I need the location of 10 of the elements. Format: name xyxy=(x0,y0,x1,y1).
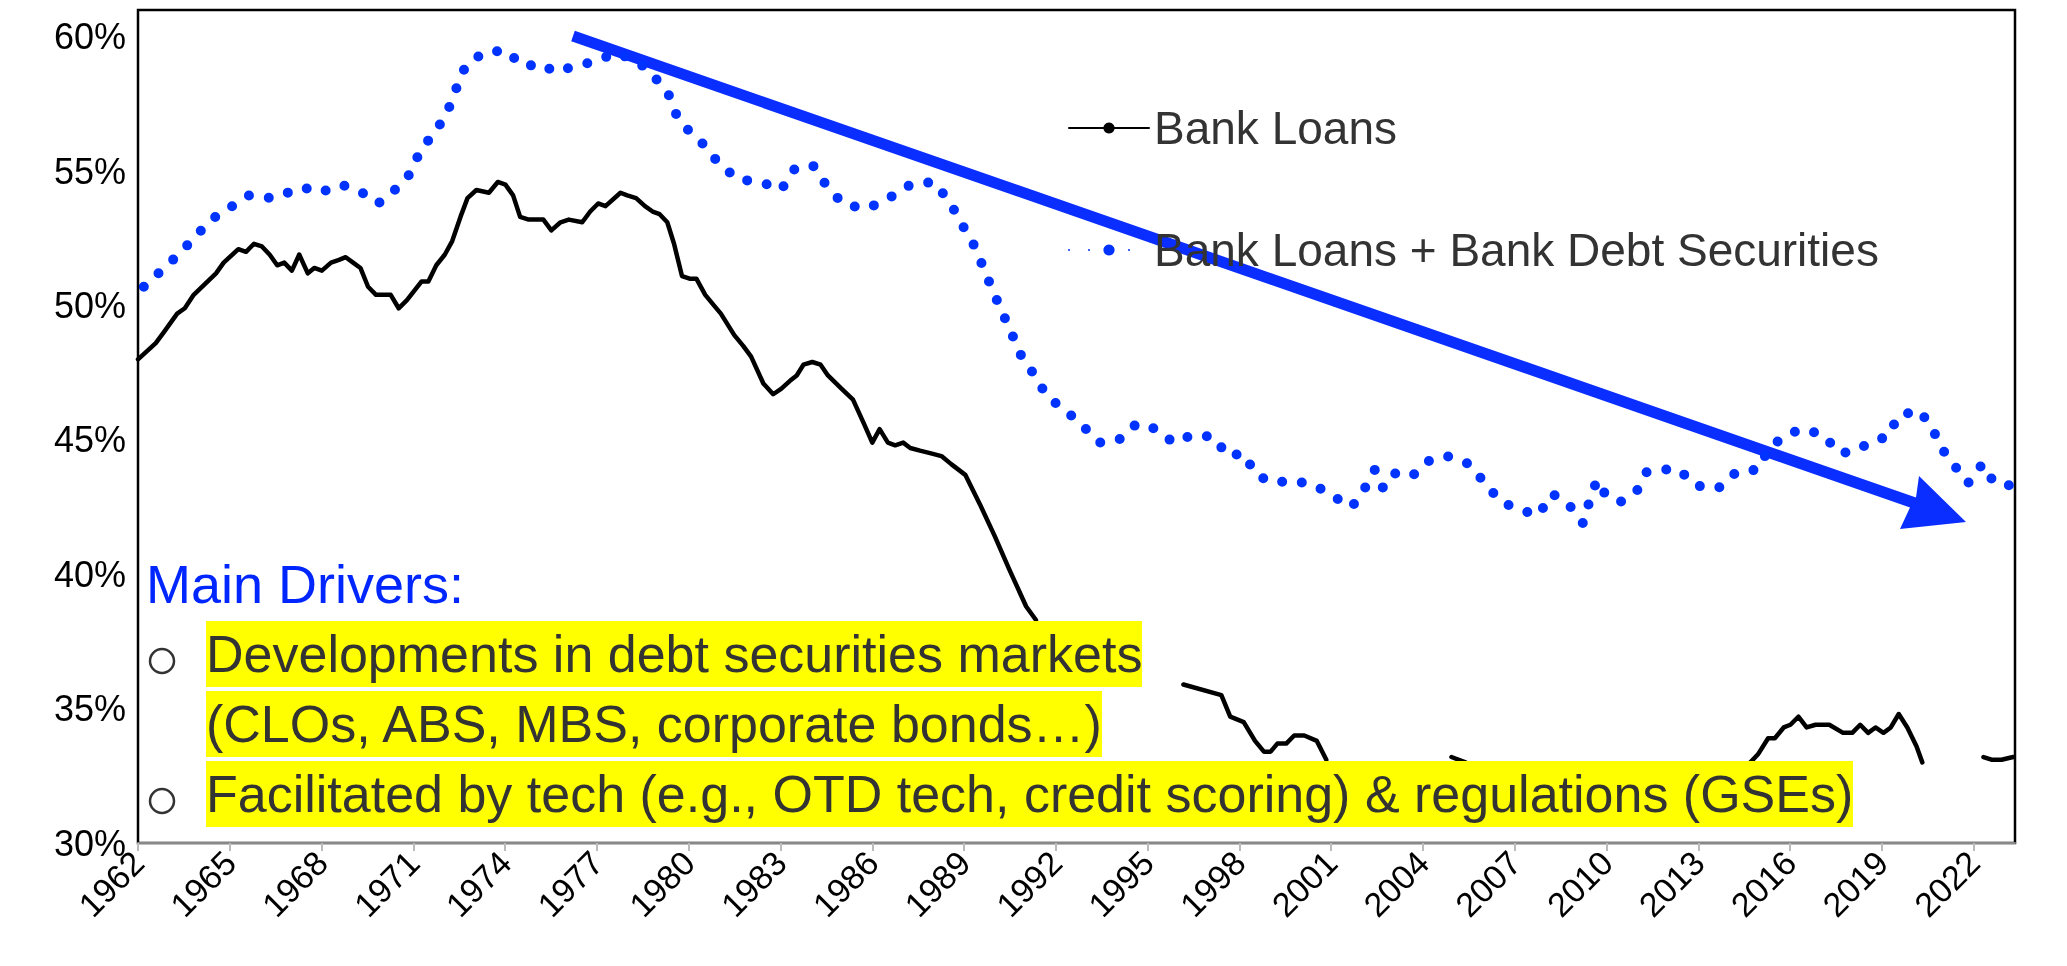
annotation: Developments in debt securities markets (CLOs, ABS, MBS, corporate bonds…) xyxy=(206,621,1143,757)
y-tick-label: 35% xyxy=(53,688,126,730)
annotation: Main Drivers: xyxy=(146,553,466,616)
y-tick-label: 50% xyxy=(53,285,126,327)
y-tick-label: 55% xyxy=(53,150,126,192)
y-tick-label: 45% xyxy=(53,419,126,461)
annotation: Facilitated by tech (e.g., OTD tech, credit scoring) & regulations (GSEs) xyxy=(206,761,1854,827)
y-tick-label: 60% xyxy=(53,16,126,58)
legend-label: Bank Loans xyxy=(1154,102,1397,154)
y-tick-label: 40% xyxy=(53,553,126,595)
